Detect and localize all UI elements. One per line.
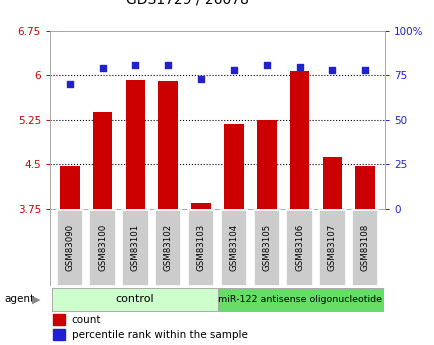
Bar <box>224 124 243 209</box>
Point <box>328 67 335 73</box>
Bar <box>319 209 345 286</box>
Bar <box>60 166 79 209</box>
Text: GSM83104: GSM83104 <box>229 224 238 271</box>
Bar <box>122 209 148 286</box>
Bar <box>89 209 115 286</box>
Text: GSM83108: GSM83108 <box>360 224 369 271</box>
Bar <box>256 120 276 209</box>
Text: count: count <box>72 315 101 325</box>
Bar <box>53 314 65 325</box>
Text: percentile rank within the sample: percentile rank within the sample <box>72 329 247 339</box>
Bar <box>286 209 312 286</box>
Bar <box>52 288 217 311</box>
Bar <box>158 81 178 209</box>
Bar <box>289 71 309 209</box>
Bar <box>53 329 65 340</box>
Bar <box>125 80 145 209</box>
Bar <box>322 157 342 209</box>
Bar <box>352 209 378 286</box>
Text: GSM83105: GSM83105 <box>262 224 271 271</box>
Bar <box>253 209 279 286</box>
Text: GSM83102: GSM83102 <box>163 224 172 271</box>
Text: agent: agent <box>4 294 34 304</box>
Text: ▶: ▶ <box>32 294 40 304</box>
Text: GSM83103: GSM83103 <box>196 224 205 271</box>
Text: GSM83100: GSM83100 <box>98 224 107 271</box>
Point <box>296 64 302 69</box>
Bar <box>355 166 374 209</box>
Point <box>66 82 73 87</box>
Text: GSM83101: GSM83101 <box>131 224 140 271</box>
Point <box>230 67 237 73</box>
Bar <box>191 203 210 209</box>
Bar <box>187 209 214 286</box>
Point <box>361 67 368 73</box>
Bar <box>217 288 382 311</box>
Point <box>197 76 204 82</box>
Bar <box>56 209 82 286</box>
Text: GSM83107: GSM83107 <box>327 224 336 271</box>
Text: GSM83090: GSM83090 <box>65 224 74 271</box>
Bar <box>155 209 181 286</box>
Text: control: control <box>115 294 154 304</box>
Bar <box>220 209 247 286</box>
Point <box>99 66 106 71</box>
Point <box>132 62 138 68</box>
Bar <box>92 112 112 209</box>
Point <box>164 62 171 68</box>
Point <box>263 62 270 68</box>
Text: GSM83106: GSM83106 <box>294 224 303 271</box>
Text: GDS1729 / 26078: GDS1729 / 26078 <box>125 0 248 7</box>
Text: miR-122 antisense oligonucleotide: miR-122 antisense oligonucleotide <box>218 295 381 304</box>
